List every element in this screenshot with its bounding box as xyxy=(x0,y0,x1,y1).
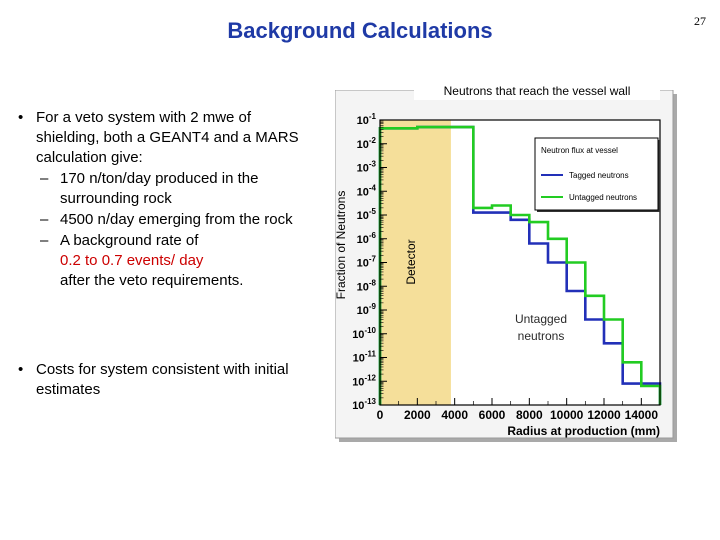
chart-caption: Neutrons that reach the vessel wall xyxy=(414,82,660,100)
y-tick-label: 10-7 xyxy=(357,255,377,270)
dash-icon: – xyxy=(40,211,49,228)
x-tick-label: 14000 xyxy=(625,408,659,422)
y-tick-label: 10-9 xyxy=(357,302,377,317)
series-untagged-line xyxy=(378,125,662,405)
sub-bullet-rate-suffix: after the veto requirements. xyxy=(60,272,244,289)
y-tick-label: 10-12 xyxy=(352,373,376,388)
x-axis-label: Radius at production (mm) xyxy=(507,424,660,438)
bullet-list: • For a veto system with 2 mwe of shield… xyxy=(16,108,316,291)
x-tick-label: 10000 xyxy=(550,408,584,422)
sub-bullet-produced: – 170 n/ton/day produced in the surround… xyxy=(16,169,316,209)
legend-tagged-label: Tagged neutrons xyxy=(569,171,629,180)
bullet-veto: • For a veto system with 2 mwe of shield… xyxy=(16,108,316,168)
bullet-veto-text: For a veto system with 2 mwe of shieldin… xyxy=(36,109,299,166)
legend-title: Neutron flux at vessel xyxy=(541,146,618,155)
detector-label: Detector xyxy=(404,239,418,285)
x-tick-label: 4000 xyxy=(441,408,468,422)
page-number: 27 xyxy=(694,14,706,28)
legend-untagged-label: Untagged neutrons xyxy=(569,193,637,202)
dash-icon: – xyxy=(40,170,49,187)
neutron-flux-chart: 10-1310-1210-1110-1010-910-810-710-610-5… xyxy=(335,90,677,442)
y-tick-label: 10-5 xyxy=(357,207,377,222)
y-tick-label: 10-8 xyxy=(357,278,377,293)
sub-bullet-emerging-text: 4500 n/day emerging from the rock xyxy=(60,211,293,228)
sub-bullet-rate-prefix: A background rate of xyxy=(60,232,199,249)
bullet-dot-icon: • xyxy=(18,109,24,126)
untagged-annotation: Untagged neutrons xyxy=(514,312,568,343)
x-tick-label: 12000 xyxy=(587,408,621,422)
x-tick-label: 8000 xyxy=(516,408,543,422)
x-tick-label: 6000 xyxy=(479,408,506,422)
y-tick-label: 10-11 xyxy=(353,350,377,365)
sub-bullet-rate: – A background rate of 0.2 to 0.7 events… xyxy=(16,231,316,291)
y-tick-label: 10-6 xyxy=(357,231,377,246)
bullet-dot-icon: • xyxy=(18,361,24,378)
dash-icon: – xyxy=(40,232,49,249)
detector-region xyxy=(380,120,451,405)
sub-bullet-emerging: – 4500 n/day emerging from the rock xyxy=(16,210,316,230)
sub-bullet-produced-text: 170 n/ton/day produced in the surroundin… xyxy=(60,170,259,207)
y-tick-label: 10-4 xyxy=(357,183,377,198)
y-axis-label: Fraction of Neutrons xyxy=(334,190,348,300)
x-tick-label: 2000 xyxy=(404,408,431,422)
bullet-costs-text: Costs for system consistent with initial… xyxy=(36,361,289,398)
y-tick-label: 10-1 xyxy=(357,112,377,127)
y-tick-label: 10-2 xyxy=(357,136,377,151)
sub-bullet-rate-value: 0.2 to 0.7 events/ day xyxy=(60,252,204,269)
bullet-costs: • Costs for system consistent with initi… xyxy=(16,360,336,400)
x-tick-label: 0 xyxy=(377,408,384,422)
y-tick-label: 10-13 xyxy=(352,397,376,412)
y-tick-label: 10-10 xyxy=(352,326,376,341)
y-tick-label: 10-3 xyxy=(357,160,377,175)
slide-title: Background Calculations xyxy=(227,18,493,43)
